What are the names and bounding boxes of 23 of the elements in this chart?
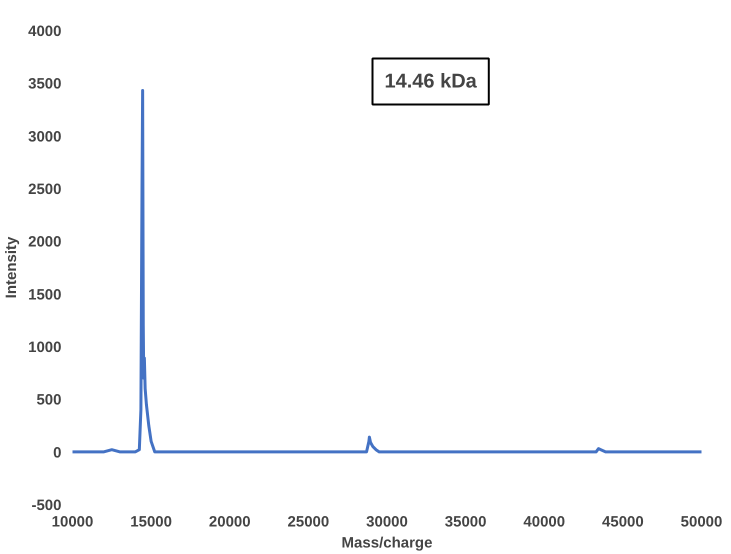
y-tick-label: 4000	[28, 23, 62, 40]
y-tick-label: 2500	[28, 181, 62, 198]
y-axis-title: Intensity	[3, 236, 20, 298]
y-tick-label: 3000	[28, 128, 62, 146]
x-tick-label: 45000	[602, 514, 644, 530]
y-tick-label: 1500	[28, 286, 62, 304]
x-tick-label: 10000	[52, 514, 94, 530]
y-tick-label: -500	[31, 497, 62, 514]
x-tick-label: 20000	[208, 514, 251, 530]
y-tick-label: 1000	[28, 339, 62, 356]
x-tick-label: 35000	[444, 514, 486, 530]
x-tick-label: 50000	[680, 514, 722, 530]
x-tick-label: 40000	[523, 514, 566, 530]
x-tick-label: 30000	[366, 514, 408, 530]
y-tick-label: 0	[53, 444, 62, 462]
line-series	[72, 89, 702, 454]
y-tick-label: 3500	[28, 76, 62, 93]
y-tick-label: 2000	[28, 234, 62, 251]
annotation: 14.46 kDa	[384, 70, 478, 92]
x-tick-label: 15000	[130, 514, 172, 530]
x-tick-label: 25000	[288, 514, 330, 530]
y-tick-label: 500	[36, 392, 62, 409]
x-axis-title: Mass/charge	[342, 534, 432, 552]
